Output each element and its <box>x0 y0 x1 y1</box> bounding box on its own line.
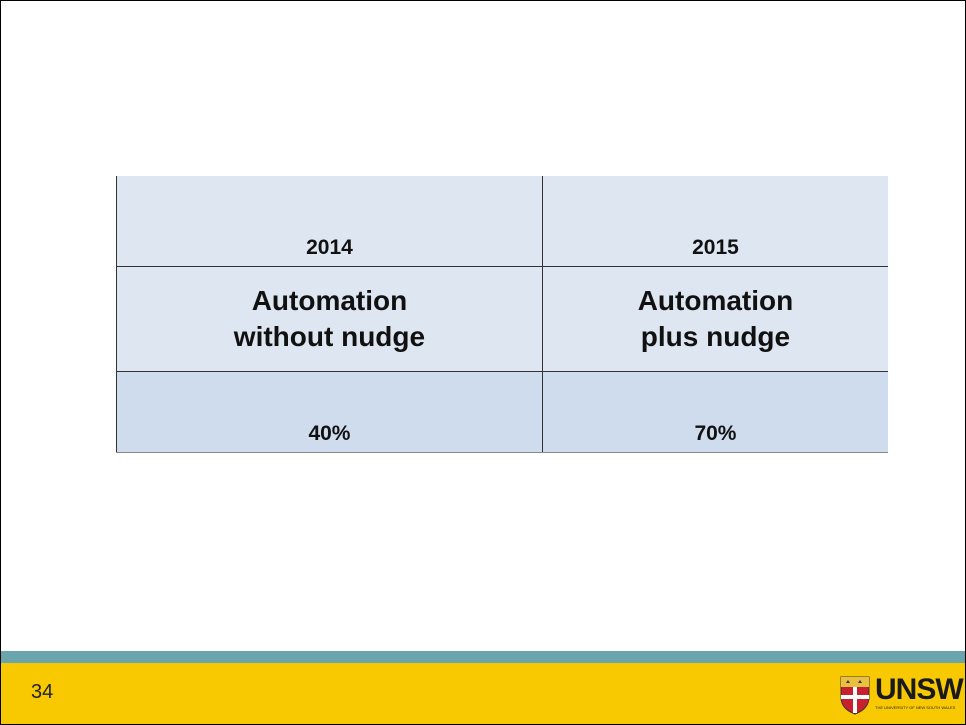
logo-text: UNSW <box>875 673 964 706</box>
cell: Automation plus nudge <box>541 266 888 372</box>
table: 2014 2015 Automation without nudge Autom… <box>116 176 888 453</box>
cell: 70% <box>541 371 888 453</box>
logo-crest <box>840 676 870 715</box>
page-number: 34 <box>31 681 54 703</box>
logo: UNSW THE UNIVERSITY OF NEW SOUTH WALES <box>839 673 964 717</box>
cell: Automation without nudge <box>116 266 543 372</box>
footer: 34 UNSW THE UNIVERSITY OF NEW SOUTH WALE… <box>1 663 965 724</box>
footer-stripe <box>1 651 965 663</box>
header-cell: 2015 <box>541 176 888 267</box>
header-cell: 2014 <box>116 176 543 267</box>
logo-subtext: THE UNIVERSITY OF NEW SOUTH WALES <box>875 705 956 710</box>
cell: 40% <box>116 371 543 453</box>
